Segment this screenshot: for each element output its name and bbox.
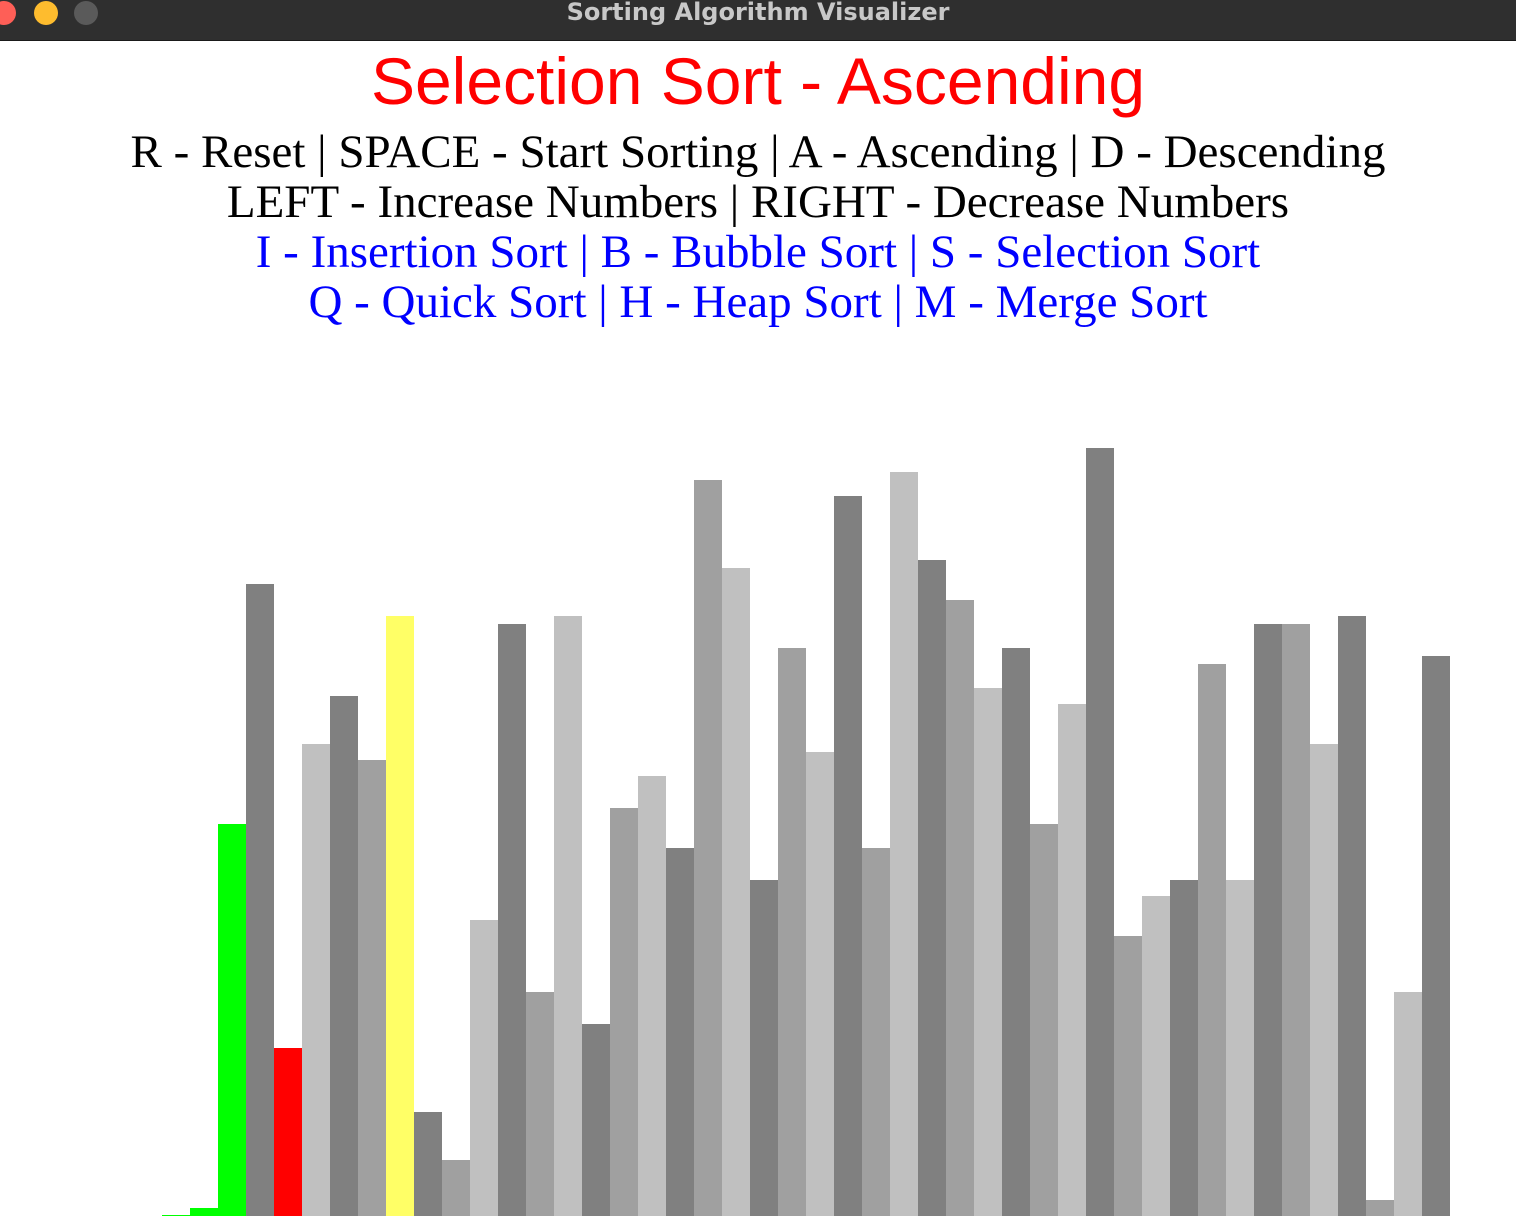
bar-36 bbox=[1170, 880, 1198, 1216]
bar-2 bbox=[218, 824, 246, 1216]
bar-28 bbox=[946, 600, 974, 1216]
bar-25 bbox=[862, 848, 890, 1216]
bar-30 bbox=[1002, 648, 1030, 1216]
bar-8 bbox=[386, 616, 414, 1216]
bar-29 bbox=[974, 688, 1002, 1216]
bar-32 bbox=[1058, 704, 1086, 1216]
bar-37 bbox=[1198, 664, 1226, 1216]
bar-16 bbox=[610, 808, 638, 1216]
help-line-controls: R - Reset | SPACE - Start Sorting | A - … bbox=[130, 126, 1386, 178]
bar-11 bbox=[470, 920, 498, 1216]
bar-5 bbox=[302, 744, 330, 1216]
bar-15 bbox=[582, 1024, 610, 1216]
algorithm-heading: Selection Sort - Ascending bbox=[370, 44, 1146, 118]
bar-12 bbox=[498, 624, 526, 1216]
help-line-algorithms-2: Q - Quick Sort | H - Heap Sort | M - Mer… bbox=[308, 276, 1208, 328]
window-close-button[interactable] bbox=[0, 1, 16, 25]
bar-39 bbox=[1254, 624, 1282, 1216]
bar-13 bbox=[526, 992, 554, 1216]
bar-17 bbox=[638, 776, 666, 1216]
bar-22 bbox=[778, 648, 806, 1216]
window-title: Sorting Algorithm Visualizer bbox=[566, 0, 950, 26]
bar-42 bbox=[1338, 616, 1366, 1216]
bar-40 bbox=[1282, 624, 1310, 1216]
bar-35 bbox=[1142, 896, 1170, 1216]
bar-26 bbox=[890, 472, 918, 1216]
bar-33 bbox=[1086, 448, 1114, 1216]
bar-45 bbox=[1422, 656, 1450, 1216]
bar-19 bbox=[694, 480, 722, 1216]
bar-20 bbox=[722, 568, 750, 1216]
bar-27 bbox=[918, 560, 946, 1216]
bar-10 bbox=[442, 1160, 470, 1216]
bar-31 bbox=[1030, 824, 1058, 1216]
help-line-algorithms-1: I - Insertion Sort | B - Bubble Sort | S… bbox=[255, 226, 1261, 278]
bar-14 bbox=[554, 616, 582, 1216]
bar-9 bbox=[414, 1112, 442, 1216]
visualizer-canvas[interactable]: Selection Sort - Ascending R - Reset | S… bbox=[0, 41, 1516, 1216]
bar-7 bbox=[358, 760, 386, 1216]
bar-1 bbox=[190, 1208, 218, 1216]
bar-44 bbox=[1394, 992, 1422, 1216]
window-minimize-button[interactable] bbox=[34, 1, 58, 25]
bar-6 bbox=[330, 696, 358, 1216]
window-maximize-button[interactable] bbox=[74, 1, 98, 25]
bar-38 bbox=[1226, 880, 1254, 1216]
bar-41 bbox=[1310, 744, 1338, 1216]
window-titlebar: Sorting Algorithm Visualizer bbox=[0, 0, 1516, 41]
bar-24 bbox=[834, 496, 862, 1216]
bar-21 bbox=[750, 880, 778, 1216]
bar-4 bbox=[274, 1048, 302, 1216]
bar-43 bbox=[1366, 1200, 1394, 1216]
bar-23 bbox=[806, 752, 834, 1216]
help-line-number-controls: LEFT - Increase Numbers | RIGHT - Decrea… bbox=[226, 176, 1290, 228]
bar-3 bbox=[246, 584, 274, 1216]
bar-chart bbox=[162, 448, 1450, 1216]
bar-34 bbox=[1114, 936, 1142, 1216]
bar-18 bbox=[666, 848, 694, 1216]
